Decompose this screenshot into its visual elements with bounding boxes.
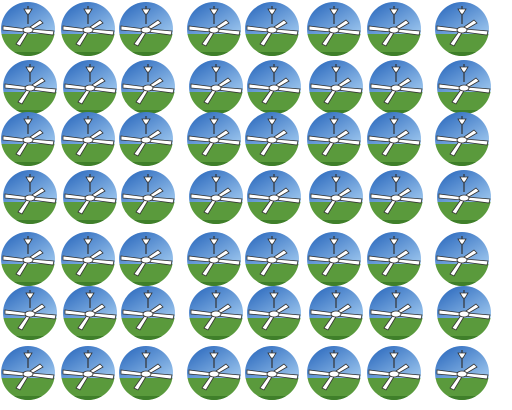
ceiling-fan-icon — [308, 58, 364, 121]
ceiling-fan-icon — [118, 230, 174, 293]
ceiling-fan-icon — [368, 284, 424, 347]
ceiling-fan-icon — [62, 58, 118, 121]
ceiling-fan-icon — [186, 0, 242, 63]
ceiling-fan-icon — [244, 0, 300, 63]
ceiling-fan-icon — [118, 344, 174, 407]
ceiling-fan-icon — [306, 110, 362, 173]
ceiling-fan-icon — [244, 110, 300, 173]
ceiling-fan-icon — [118, 110, 174, 173]
ceiling-fan-icon — [306, 0, 362, 63]
ceiling-fan-icon — [366, 230, 422, 293]
ceiling-fan-icon — [60, 344, 116, 407]
ceiling-fan-icon — [186, 344, 242, 407]
ceiling-fan-icon — [188, 284, 244, 347]
ceiling-fan-icon — [60, 230, 116, 293]
ceiling-fan-icon — [0, 110, 56, 173]
ceiling-fan-icon — [366, 344, 422, 407]
ceiling-fan-icon — [308, 168, 364, 231]
ceiling-fan-icon — [436, 58, 492, 121]
ceiling-fan-icon — [2, 284, 58, 347]
ceiling-fan-icon — [434, 0, 490, 63]
ceiling-fan-icon — [306, 344, 362, 407]
ceiling-fan-icon — [62, 284, 118, 347]
ceiling-fan-icon — [436, 284, 492, 347]
ceiling-fan-icon — [244, 230, 300, 293]
ceiling-fan-icon — [0, 230, 56, 293]
ceiling-fan-icon — [2, 58, 58, 121]
ceiling-fan-icon — [120, 168, 176, 231]
ceiling-fan-icon — [60, 110, 116, 173]
ceiling-fan-icon — [60, 0, 116, 63]
ceiling-fan-icon — [434, 344, 490, 407]
ceiling-fan-icon — [246, 58, 302, 121]
ceiling-fan-icon — [188, 168, 244, 231]
ceiling-fan-icon — [368, 58, 424, 121]
ceiling-fan-icon — [366, 0, 422, 63]
ceiling-fan-icon — [118, 0, 174, 63]
ceiling-fan-icon — [366, 110, 422, 173]
ceiling-fan-icon — [0, 0, 56, 63]
ceiling-fan-icon — [188, 58, 244, 121]
ceiling-fan-icon — [186, 110, 242, 173]
ceiling-fan-icon — [436, 168, 492, 231]
ceiling-fan-icon — [120, 284, 176, 347]
ceiling-fan-icon — [246, 168, 302, 231]
ceiling-fan-icon — [434, 110, 490, 173]
ceiling-fan-icon — [246, 284, 302, 347]
ceiling-fan-icon — [0, 344, 56, 407]
ceiling-fan-icon — [62, 168, 118, 231]
ceiling-fan-icon — [368, 168, 424, 231]
ceiling-fan-icon — [306, 230, 362, 293]
ceiling-fan-icon — [434, 230, 490, 293]
ceiling-fan-icon — [120, 58, 176, 121]
ceiling-fan-icon — [244, 344, 300, 407]
ceiling-fan-icon — [308, 284, 364, 347]
ceiling-fan-icon — [186, 230, 242, 293]
ceiling-fan-icon — [2, 168, 58, 231]
